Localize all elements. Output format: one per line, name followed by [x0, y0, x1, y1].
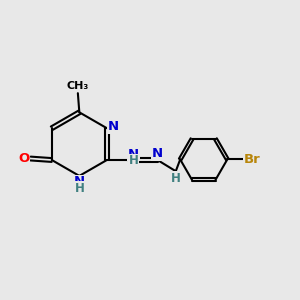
Text: CH₃: CH₃ — [67, 81, 89, 91]
Text: Br: Br — [244, 153, 261, 166]
Text: N: N — [74, 175, 85, 188]
Text: H: H — [74, 182, 84, 195]
Text: N: N — [128, 148, 139, 160]
Text: O: O — [19, 152, 30, 165]
Text: N: N — [152, 147, 163, 160]
Text: N: N — [108, 120, 119, 133]
Text: H: H — [171, 172, 181, 185]
Text: H: H — [128, 154, 138, 167]
